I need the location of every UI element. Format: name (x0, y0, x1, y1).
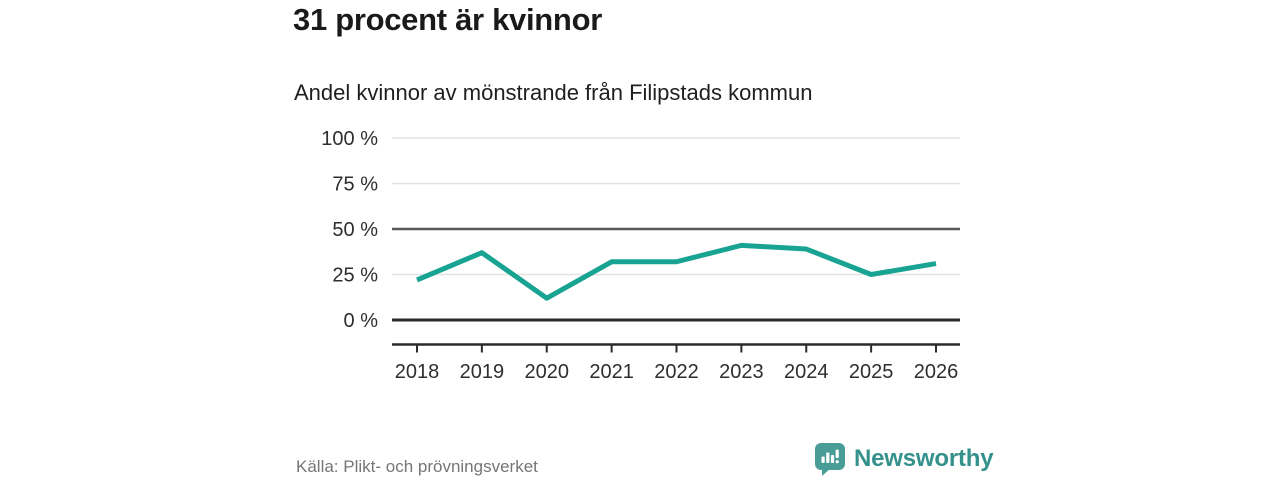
brand-name: Newsworthy (854, 445, 994, 472)
x-tick-label: 2023 (719, 361, 764, 383)
chart-title: 31 procent är kvinnor (293, 2, 602, 37)
y-tick-label: 0 % (344, 310, 379, 332)
y-tick-label: 50 % (332, 219, 378, 241)
data-line (416, 242, 937, 301)
x-tick-label: 2024 (784, 361, 829, 383)
chart-subtitle: Andel kvinnor av mönstrande från Filipst… (294, 80, 813, 105)
bar-chart-speech-bubble-icon (815, 443, 845, 476)
y-tick-label: 75 % (332, 174, 378, 196)
x-tick-label: 2018 (395, 361, 440, 383)
x-tick-label: 2021 (589, 361, 634, 383)
x-tick-label: 2026 (914, 361, 959, 383)
x-tick-label: 2020 (525, 361, 570, 383)
x-tick-label: 2025 (849, 361, 894, 383)
x-tick-label: 2022 (654, 361, 699, 383)
source-note: Källa: Plikt- och prövningsverket (296, 457, 538, 476)
y-tick-label: 25 % (332, 265, 378, 287)
brand-logo: Newsworthy (813, 441, 994, 477)
x-tick-label: 2019 (460, 361, 505, 383)
y-tick-label: 100 % (321, 128, 378, 150)
